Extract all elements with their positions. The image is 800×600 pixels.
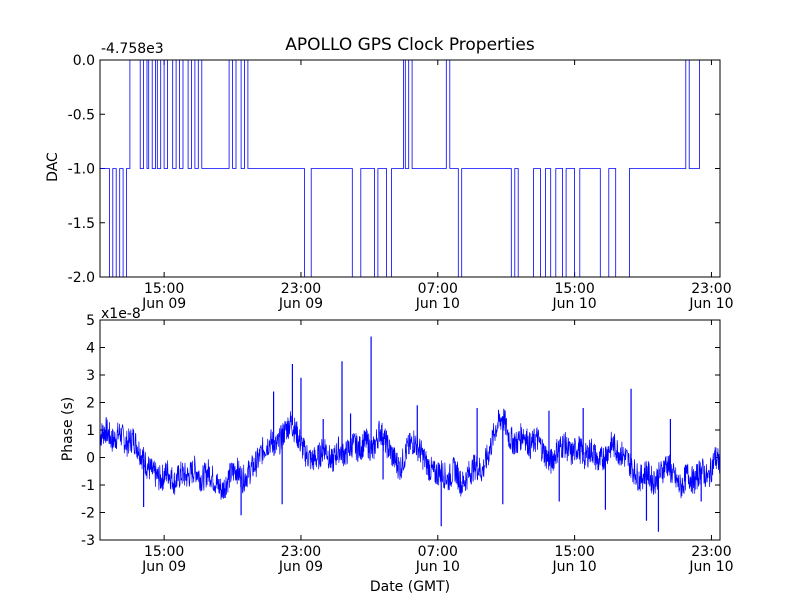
x-tick-date-label: Jun 10 xyxy=(688,296,733,312)
y-tick-label: -0.5 xyxy=(68,107,95,123)
figure-title: APOLLO GPS Clock Properties xyxy=(285,35,535,55)
x-tick-time-label: 23:00 xyxy=(691,281,731,297)
x-tick-time-label: 07:00 xyxy=(418,281,458,297)
dac-chart: -4.758e3 DAC 0.0-0.5-1.0-1.5-2.015:00Jun… xyxy=(45,41,734,312)
x-tick-date-label: Jun 09 xyxy=(278,296,323,312)
y-tick-label: -1.5 xyxy=(68,216,95,232)
phase-series-line xyxy=(99,408,721,500)
x-tick-date-label: Jun 10 xyxy=(415,296,460,312)
x-tick-date-label: Jun 09 xyxy=(278,559,323,575)
y-tick-label: 5 xyxy=(86,313,95,329)
x-tick-date-label: Jun 09 xyxy=(141,559,186,575)
y-tick-label: -1 xyxy=(81,478,95,494)
y-tick-label: 4 xyxy=(86,341,95,357)
x-tick-time-label: 15:00 xyxy=(554,281,594,297)
phase-y-axis-label: Phase (s) xyxy=(60,397,76,461)
y-tick-label: -1.0 xyxy=(68,162,95,178)
x-tick-time-label: 07:00 xyxy=(418,544,458,560)
phase-x-axis-label: Date (GMT) xyxy=(370,579,450,595)
y-tick-label: -3 xyxy=(81,533,95,549)
y-tick-label: 3 xyxy=(86,368,95,384)
x-tick-date-label: Jun 10 xyxy=(688,559,733,575)
x-tick-date-label: Jun 10 xyxy=(552,296,597,312)
x-tick-time-label: 23:00 xyxy=(281,281,321,297)
x-tick-date-label: Jun 10 xyxy=(415,559,460,575)
x-tick-time-label: 15:00 xyxy=(144,544,184,560)
dac-plot-frame xyxy=(99,59,721,278)
y-tick-label: 2 xyxy=(86,396,95,412)
y-tick-label: 0.0 xyxy=(73,53,95,69)
y-tick-label: 0 xyxy=(86,451,95,467)
phase-spikes xyxy=(143,336,702,532)
y-tick-label: -2 xyxy=(81,506,95,522)
x-tick-date-label: Jun 09 xyxy=(141,296,186,312)
x-tick-date-label: Jun 10 xyxy=(552,559,597,575)
x-tick-time-label: 15:00 xyxy=(144,281,184,297)
dac-y-axis-label: DAC xyxy=(45,152,61,182)
x-tick-time-label: 23:00 xyxy=(691,544,731,560)
x-tick-time-label: 23:00 xyxy=(281,544,321,560)
y-tick-label: 1 xyxy=(86,423,95,439)
phase-offset-label: x1e-8 xyxy=(101,306,141,322)
dac-offset-label: -4.758e3 xyxy=(101,41,164,57)
x-tick-time-label: 15:00 xyxy=(554,544,594,560)
phase-plot-frame xyxy=(99,319,721,541)
y-tick-label: -2.0 xyxy=(68,270,95,286)
